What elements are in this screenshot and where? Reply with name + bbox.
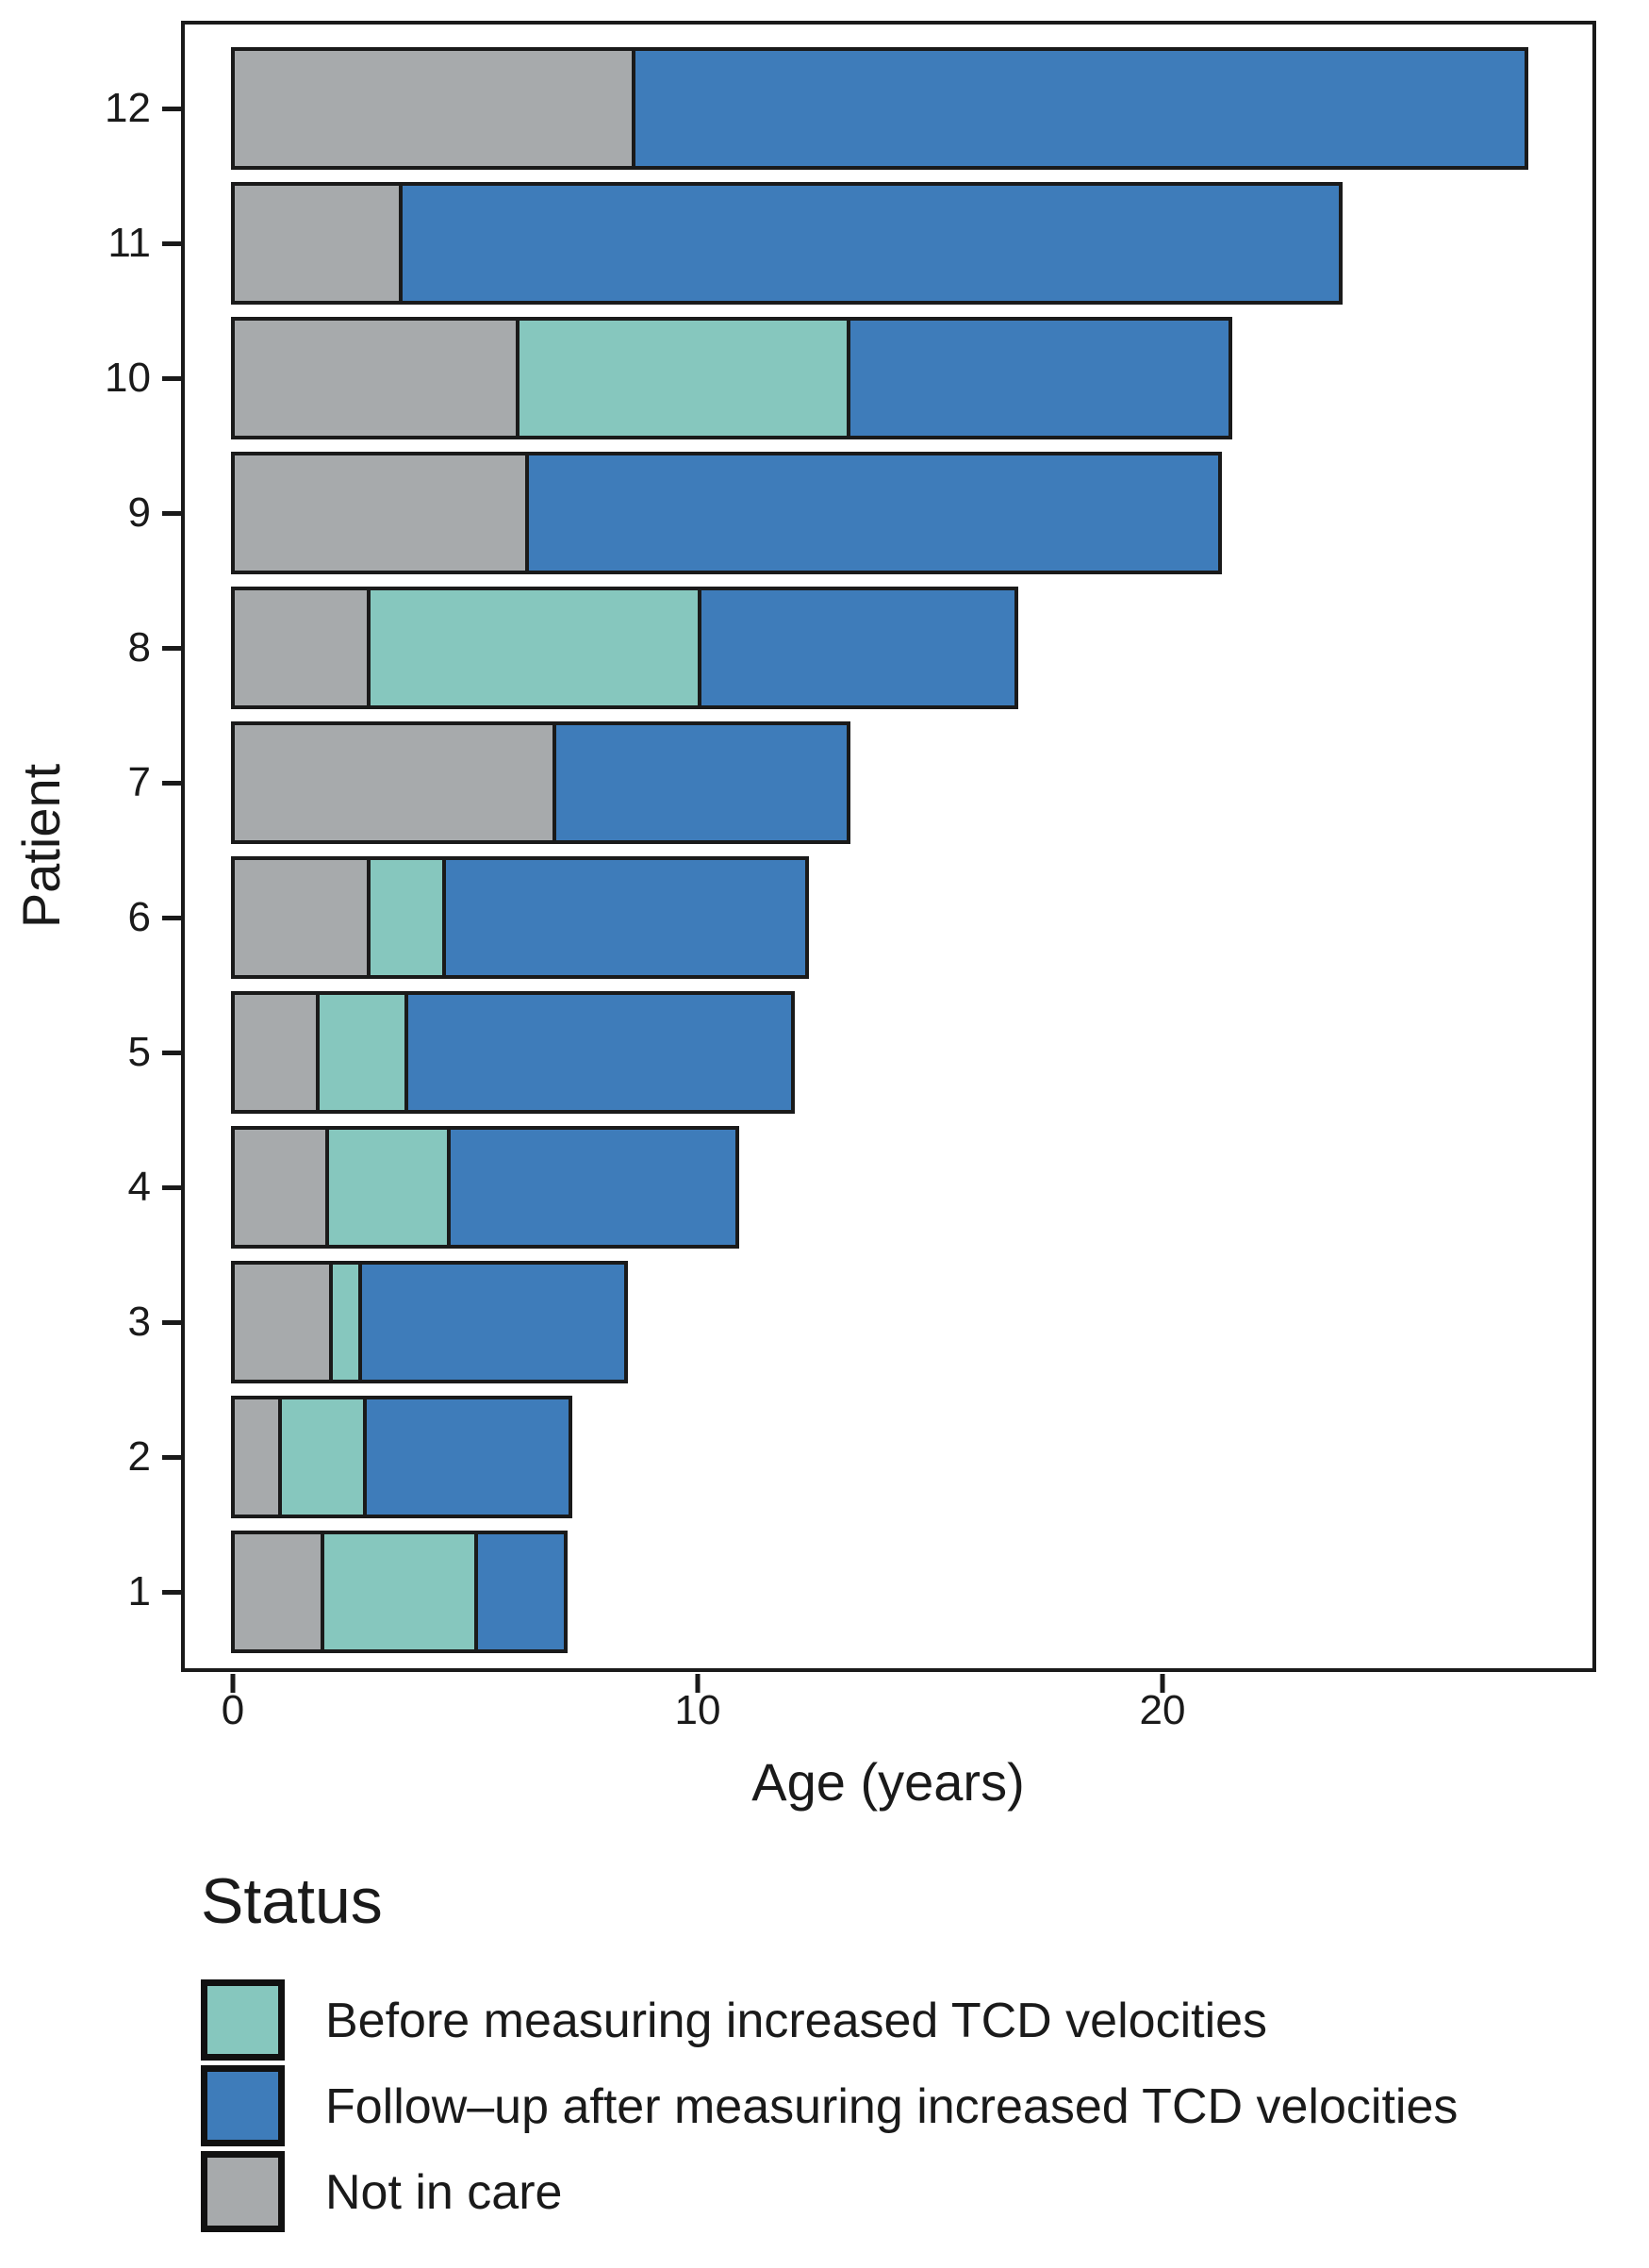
y-tick-label: 7 [127, 759, 151, 805]
y-tick-mark [162, 376, 181, 381]
bar-segment-follow_up [474, 1531, 568, 1653]
bar-segment-follow_up [846, 317, 1232, 439]
legend-swatch-not-in-care [201, 2151, 285, 2232]
bar-segment-follow_up [631, 47, 1529, 170]
y-tick-label: 6 [127, 894, 151, 940]
x-tick-mark [1160, 1674, 1165, 1693]
legend-label-not-in-care: Not in care [325, 2165, 563, 2220]
bar-segment-not_in_care [231, 182, 404, 305]
legend-swatch-before-tcd [201, 1979, 285, 2061]
y-tick-label: 4 [127, 1164, 151, 1210]
bar-segment-follow_up [524, 452, 1223, 574]
bar-segment-not_in_care [231, 1396, 283, 1518]
bar-patient-10 [231, 317, 1232, 439]
y-tick-mark [162, 646, 181, 651]
legend-label-before-tcd: Before measuring increased TCD velocitie… [325, 1994, 1268, 2048]
bar-segment-follow_up [399, 182, 1344, 305]
bar-segment-not_in_care [231, 47, 635, 170]
y-tick-label: 9 [127, 489, 151, 536]
y-tick-mark [162, 1320, 181, 1325]
bar-patient-7 [231, 721, 850, 844]
bar-segment-follow_up [362, 1396, 572, 1518]
y-tick-label: 3 [127, 1299, 151, 1345]
bar-segment-before_tcd [366, 587, 701, 709]
bar-segment-not_in_care [231, 1531, 324, 1653]
bar-segment-before_tcd [315, 991, 409, 1114]
bar-patient-4 [231, 1126, 740, 1249]
bar-segment-follow_up [441, 856, 810, 979]
bar-segment-not_in_care [231, 856, 371, 979]
y-tick-mark [162, 781, 181, 786]
bar-patient-8 [231, 587, 1018, 709]
y-tick-mark [162, 1185, 181, 1190]
legend-swatch-follow-up [201, 2065, 285, 2146]
bar-segment-not_in_care [231, 317, 519, 439]
bar-segment-not_in_care [231, 587, 371, 709]
x-tick-mark [230, 1674, 236, 1693]
bar-patient-6 [231, 856, 810, 979]
bar-segment-not_in_care [231, 1126, 329, 1249]
bar-segment-not_in_care [231, 991, 320, 1114]
y-tick-mark [162, 107, 181, 111]
bar-segment-follow_up [552, 721, 850, 844]
bar-patient-9 [231, 452, 1223, 574]
bar-patient-5 [231, 991, 796, 1114]
y-tick-label: 1 [127, 1568, 151, 1614]
y-tick-label: 2 [127, 1433, 151, 1480]
x-tick-label: 0 [221, 1687, 245, 1733]
bar-patient-2 [231, 1396, 572, 1518]
y-tick-label: 10 [105, 355, 151, 401]
x-tick-mark [695, 1674, 701, 1693]
y-tick-mark [162, 1590, 181, 1595]
y-tick-label: 12 [105, 85, 151, 131]
y-tick-label: 8 [127, 624, 151, 670]
bar-segment-follow_up [697, 587, 1018, 709]
bar-segment-follow_up [446, 1126, 740, 1249]
bar-segment-follow_up [404, 991, 796, 1114]
bar-patient-11 [231, 182, 1344, 305]
y-tick-mark [162, 916, 181, 920]
x-tick-label: 20 [1139, 1687, 1186, 1733]
bar-patient-3 [231, 1261, 628, 1383]
y-tick-label: 5 [127, 1029, 151, 1075]
bar-segment-not_in_care [231, 452, 529, 574]
bar-segment-before_tcd [515, 317, 850, 439]
y-tick-mark [162, 511, 181, 516]
bar-patient-1 [231, 1531, 568, 1653]
legend-label-follow-up: Follow–up after measuring increased TCD … [325, 2079, 1459, 2134]
bar-segment-follow_up [357, 1261, 628, 1383]
x-axis-title: Age (years) [751, 1752, 1025, 1812]
bar-segment-not_in_care [231, 1261, 334, 1383]
y-tick-mark [162, 241, 181, 246]
bar-segment-before_tcd [324, 1126, 451, 1249]
bar-segment-before_tcd [366, 856, 446, 979]
y-tick-mark [162, 1051, 181, 1055]
y-tick-label: 11 [107, 220, 151, 266]
bar-segment-before_tcd [278, 1396, 367, 1518]
y-tick-mark [162, 1455, 181, 1460]
bar-segment-before_tcd [329, 1261, 362, 1383]
bar-segment-not_in_care [231, 721, 557, 844]
bar-patient-12 [231, 47, 1529, 170]
bar-segment-before_tcd [320, 1531, 479, 1653]
legend-title: Status [201, 1865, 383, 1937]
x-tick-label: 10 [674, 1687, 721, 1733]
